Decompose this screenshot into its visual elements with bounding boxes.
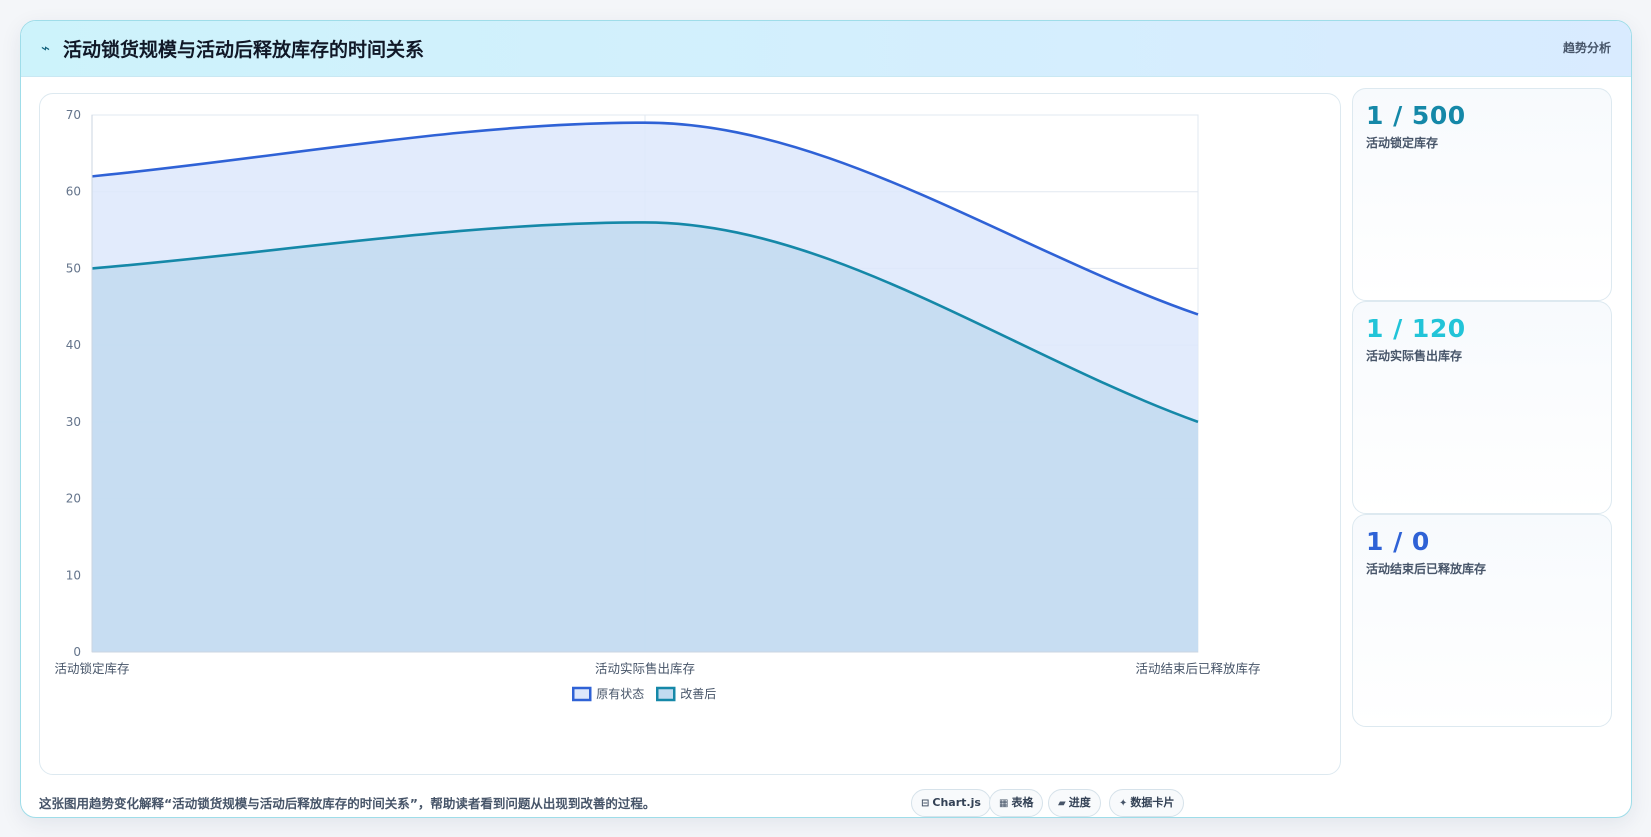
- table-icon: ▦: [999, 798, 1009, 809]
- series-line-1: [91, 221, 1199, 424]
- legend-label: 原有状态: [596, 687, 644, 701]
- y-tick-label: 40: [66, 338, 81, 352]
- kpi-card-locked: 1 / 500 活动锁定库存: [1352, 88, 1612, 301]
- chip-label: 表格: [1011, 796, 1034, 809]
- chart-footnote: 这张图用趋势变化解释“活动锁货规模与活动后释放库存的时间关系”，帮助读者看到问题…: [39, 796, 656, 811]
- y-tick-label: 20: [66, 492, 81, 506]
- y-tick-label: 10: [66, 568, 81, 582]
- series-area-1: [92, 222, 1198, 652]
- y-tick-label: 30: [66, 415, 81, 429]
- chart-card: 0 10 20 30 40 50 60 70 活动锁定库存 活动实际售出库存 活动结束后已释放库存原…: [39, 93, 1341, 775]
- kpi-label: 活动结束后已释放库存: [1366, 562, 1487, 576]
- chip-progress[interactable]: ▰ 进度: [1048, 789, 1101, 817]
- chip-label: 数据卡片: [1130, 796, 1175, 809]
- chip-table[interactable]: ▦ 表格: [989, 789, 1044, 817]
- y-tick-label: 0: [73, 645, 81, 659]
- legend-label: 改善后: [680, 686, 716, 701]
- kpi-value: 1 / 120: [1366, 314, 1466, 343]
- page-title: 活动锁货规模与活动后释放库存的时间关系: [63, 39, 425, 61]
- chip-label: 进度: [1068, 796, 1091, 809]
- kpi-card-sold: 1 / 120 活动实际售出库存: [1352, 301, 1612, 514]
- y-tick-label: 70: [66, 108, 81, 122]
- kpi-value: 1 / 0: [1366, 527, 1430, 556]
- kpi-label: 活动锁定库存: [1366, 136, 1439, 150]
- chip-label: Chart.js: [932, 796, 981, 809]
- chip-data-card[interactable]: ✦ 数据卡片: [1109, 789, 1185, 817]
- legend-swatch: [572, 686, 592, 702]
- x-tick-label: 活动锁定库存: [54, 661, 129, 676]
- y-tick-label: 50: [66, 261, 81, 275]
- x-tick-label: 活动结束后已释放库存: [1135, 661, 1260, 676]
- panel-header: ⌁ 活动锁货规模与活动后释放库存的时间关系 趋势分析: [21, 21, 1631, 77]
- kpi-value: 1 / 500: [1366, 101, 1466, 130]
- chart-icon: ⊟: [921, 798, 930, 809]
- chart-panel: ⌁ 活动锁货规模与活动后释放库存的时间关系 趋势分析 0 10 20 30 40 50 60…: [20, 20, 1632, 818]
- progress-icon: ▰: [1058, 798, 1066, 809]
- kpi-label: 活动实际售出库存: [1366, 349, 1463, 363]
- chip-chartjs[interactable]: ⊟ Chart.js: [911, 789, 991, 817]
- series-line-0: [91, 121, 1199, 316]
- trend-line-icon: ⌁: [41, 39, 51, 57]
- y-tick-label: 60: [66, 185, 81, 199]
- legend-swatch: [656, 686, 676, 702]
- header-tag: 趋势分析: [1562, 41, 1611, 55]
- area-chart: 0 10 20 30 40 50 60 70 活动锁定库存 活动实际售出库存 活动结束后已释放库存原…: [54, 108, 1261, 702]
- kpi-card-released: 1 / 0 活动结束后已释放库存: [1352, 514, 1612, 727]
- x-tick-label: 活动实际售出库存: [595, 661, 695, 676]
- data-card-icon: ✦: [1119, 798, 1128, 809]
